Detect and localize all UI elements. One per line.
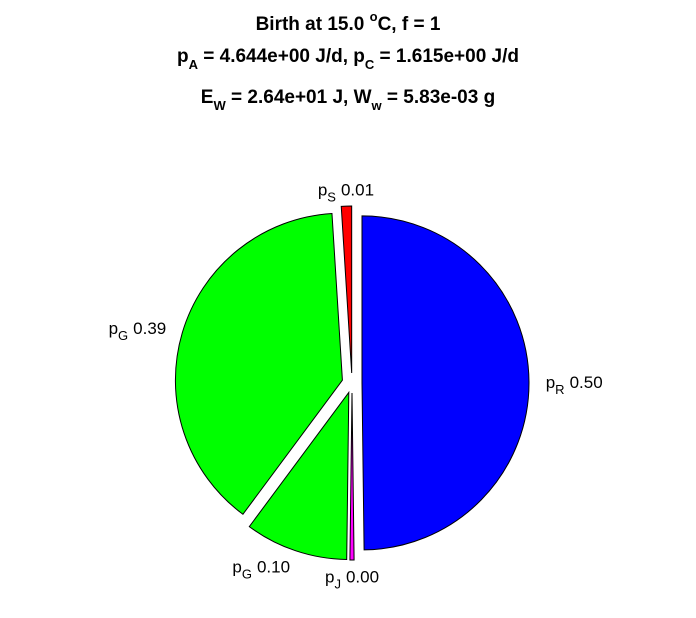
- title-part: Birth at 15.0: [256, 14, 370, 35]
- title-part: = 4.644e+00 J/d, p: [198, 46, 365, 67]
- label-name: p: [232, 558, 241, 577]
- pie-slice: [248, 390, 350, 560]
- label-value: 0.01: [341, 180, 374, 199]
- pie-slice: [340, 205, 353, 374]
- title-part: E: [201, 87, 214, 108]
- pie-slice: [349, 392, 355, 561]
- label-sub: G: [118, 328, 128, 343]
- slice-label: pJ 0.00: [325, 568, 379, 592]
- slice-label: pS 0.01: [318, 180, 374, 204]
- label-value: 0.39: [133, 319, 166, 338]
- title-sub: W: [213, 98, 226, 113]
- label-sub: R: [555, 382, 564, 397]
- title-part: = 2.64e+01 J, W: [226, 87, 372, 108]
- title-part: = 1.615e+00 J/d: [374, 46, 519, 67]
- slice-label: pG 0.10: [232, 558, 290, 582]
- title-sub: A: [189, 57, 199, 72]
- label-name: p: [318, 180, 327, 199]
- title-part: = 5.83e-03 g: [382, 87, 496, 108]
- slice-label: pG 0.39: [109, 319, 167, 343]
- label-name: p: [109, 319, 118, 338]
- title-sub: C: [365, 57, 375, 72]
- title-part: p: [177, 46, 189, 67]
- label-sub: G: [242, 567, 252, 582]
- title-part: C, f = 1: [378, 14, 441, 35]
- title-line: pA = 4.644e+00 J/d, pC = 1.615e+00 J/d: [177, 46, 519, 72]
- title-line: EW = 2.64e+01 J, Ww = 5.83e-03 g: [201, 87, 495, 113]
- label-value: 0.50: [570, 373, 603, 392]
- label-sub: J: [334, 577, 341, 592]
- title-line: Birth at 15.0 oC, f = 1: [256, 9, 441, 35]
- title-sup: o: [370, 9, 378, 24]
- label-name: p: [325, 568, 334, 587]
- pie-slice: [361, 215, 530, 551]
- slice-label: pR 0.50: [546, 373, 603, 397]
- label-name: p: [546, 373, 555, 392]
- label-value: 0.10: [257, 558, 290, 577]
- pie-slice: [174, 212, 343, 515]
- label-value: 0.00: [346, 568, 379, 587]
- label-sub: S: [327, 189, 336, 204]
- title-sub: w: [371, 98, 383, 113]
